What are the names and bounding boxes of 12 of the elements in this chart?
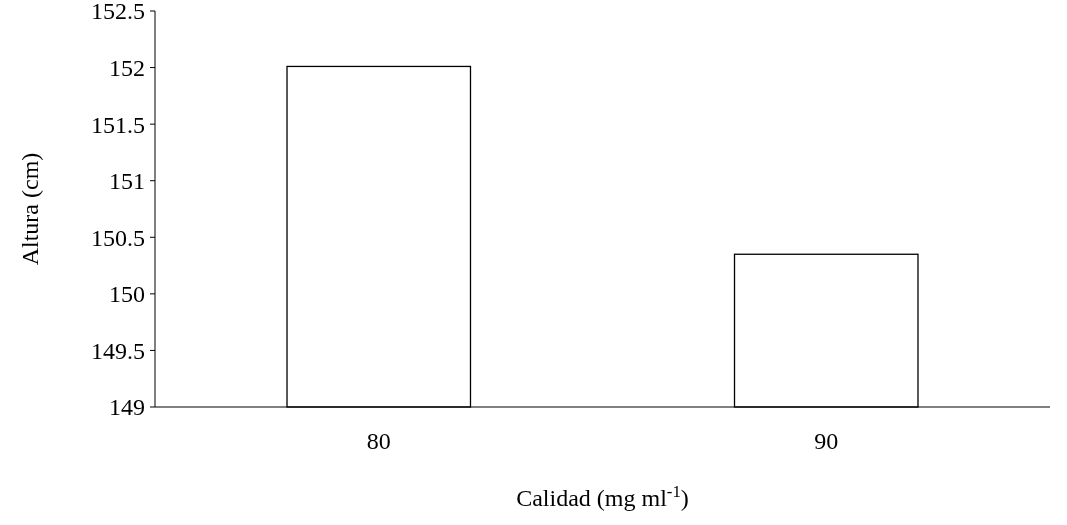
y-tick-label: 150 bbox=[109, 281, 145, 308]
y-tick-label: 152.5 bbox=[91, 0, 145, 25]
y-tick-label: 149.5 bbox=[91, 337, 145, 364]
y-tick-label: 151.5 bbox=[91, 111, 145, 138]
y-tick-label: 152 bbox=[109, 54, 145, 81]
x-tick-label: 80 bbox=[366, 428, 391, 454]
y-axis-title: Altura (cm) bbox=[17, 152, 43, 266]
x-tick-label: 90 bbox=[814, 428, 839, 454]
x-axis-title: Calidad (mg ml$^{-1}$) bbox=[516, 481, 689, 511]
y-tick-label: 150.5 bbox=[91, 224, 145, 251]
y-tick-label: 151 bbox=[109, 168, 145, 195]
y-tick-label: 149 bbox=[109, 394, 145, 421]
